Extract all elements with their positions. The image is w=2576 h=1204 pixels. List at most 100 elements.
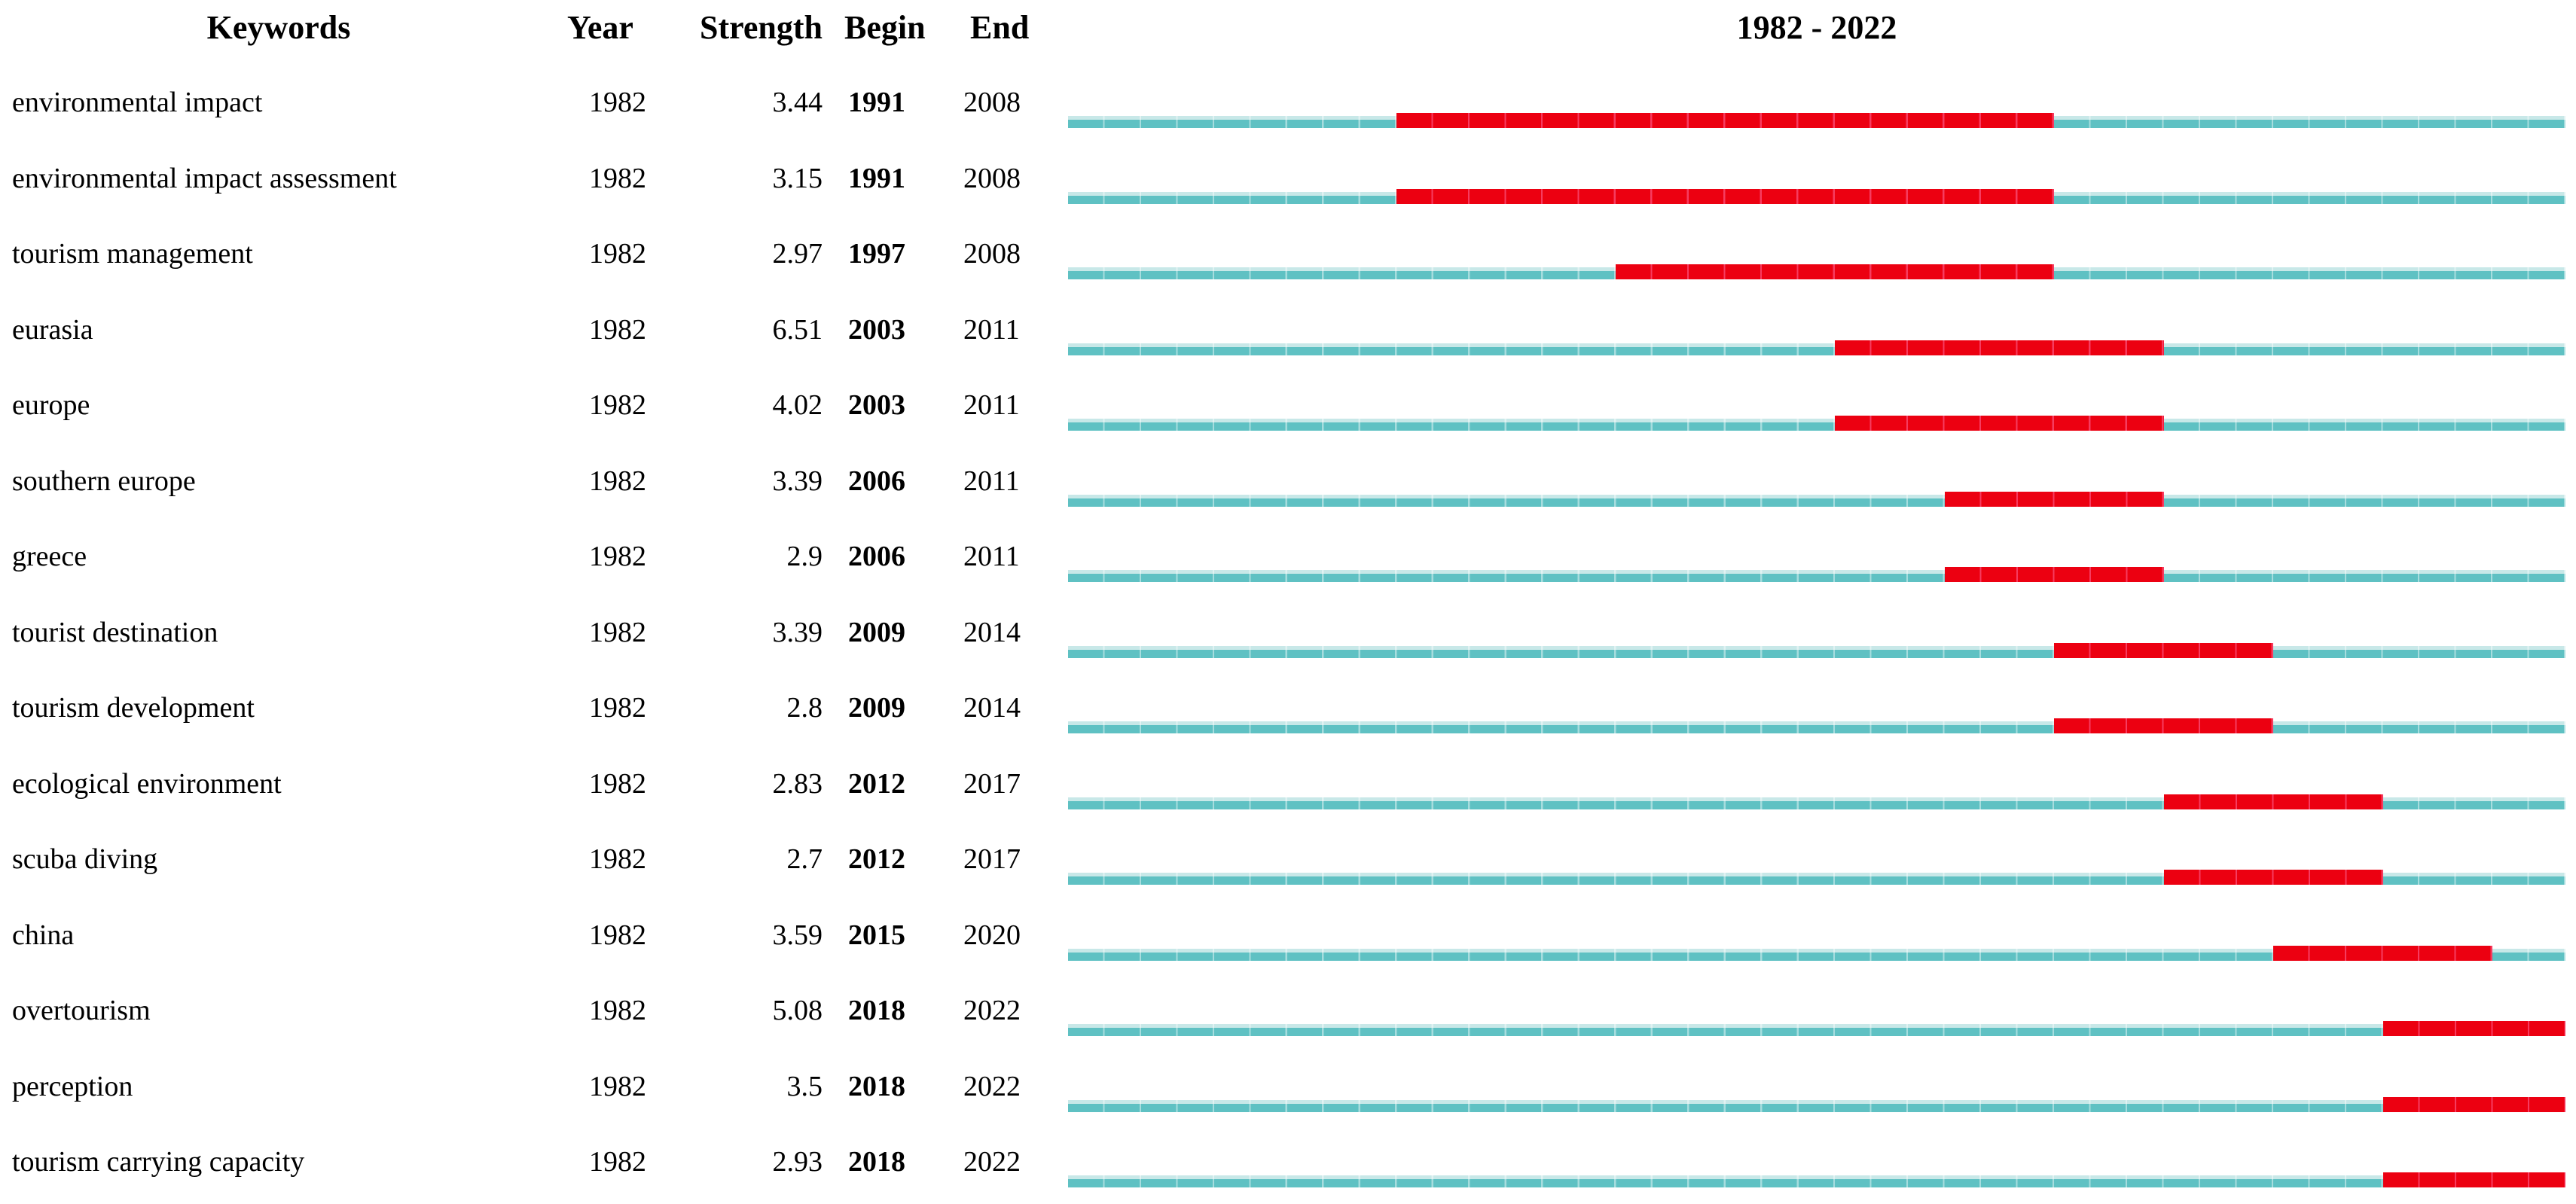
timeline-track: [1068, 870, 2565, 885]
year-value: 1982: [589, 87, 646, 118]
end-value: 2011: [963, 465, 1020, 497]
timeline-baseline: [1068, 494, 2565, 507]
year-value: 1982: [589, 389, 646, 421]
keyword-label: perception: [12, 1070, 133, 1102]
year-value: 1982: [589, 1070, 646, 1102]
timeline-track: [1068, 1096, 2565, 1112]
burst-segment: [2273, 945, 2493, 961]
timeline-track: [1068, 945, 2565, 961]
burst-segment: [2163, 794, 2383, 809]
burst-row: europe 1982 4.02 2003 2011: [0, 367, 2576, 443]
timeline-baseline: [1068, 1024, 2565, 1036]
burst-segment: [2382, 1096, 2565, 1112]
strength-value: 2.9: [786, 541, 823, 572]
end-value: 2017: [963, 843, 1021, 875]
timeline-baseline: [1068, 570, 2565, 582]
column-header-keywords: Keywords: [206, 9, 351, 46]
burst-row: overtourism 1982 5.08 2018 2022: [0, 973, 2576, 1048]
strength-value: 2.93: [772, 1146, 823, 1178]
column-header-end: End: [970, 9, 1030, 46]
keyword-label: environmental impact: [12, 87, 263, 118]
keyword-label: environmental impact assessment: [12, 162, 397, 194]
burst-segment: [2054, 642, 2274, 658]
burst-segment: [1835, 340, 2164, 355]
keyword-label: scuba diving: [12, 843, 158, 875]
timeline-track: [1068, 642, 2565, 658]
year-value: 1982: [589, 919, 646, 951]
timeline-track: [1068, 340, 2565, 355]
begin-value: 1997: [848, 238, 905, 270]
strength-value: 2.97: [772, 238, 823, 270]
year-value: 1982: [589, 995, 646, 1026]
timeline-baseline: [1068, 343, 2565, 355]
end-value: 2008: [963, 162, 1021, 194]
year-value: 1982: [589, 541, 646, 572]
end-value: 2014: [963, 616, 1021, 648]
timeline-baseline: [1068, 1175, 2565, 1187]
burst-row: ecological environment 1982 2.83 2012 2017: [0, 746, 2576, 821]
keyword-label: eurasia: [12, 313, 93, 346]
end-value: 2022: [963, 1070, 1021, 1102]
strength-value: 2.8: [786, 692, 823, 724]
year-value: 1982: [589, 767, 646, 800]
column-header-strength: Strength: [700, 9, 823, 46]
keyword-label: ecological environment: [12, 767, 282, 800]
begin-value: 2018: [848, 995, 905, 1026]
begin-value: 2015: [848, 919, 905, 951]
end-value: 2022: [963, 995, 1021, 1026]
timeline-track: [1068, 188, 2565, 204]
end-value: 2017: [963, 767, 1021, 800]
strength-value: 3.15: [772, 162, 823, 194]
keyword-label: tourism development: [12, 692, 255, 724]
burst-row: tourism development 1982 2.8 2009 2014: [0, 670, 2576, 745]
begin-value: 2009: [848, 692, 905, 724]
timeline-range-header: 1982 - 2022: [1736, 9, 1897, 46]
year-value: 1982: [589, 616, 646, 648]
timeline-baseline: [1068, 721, 2565, 733]
timeline-baseline: [1068, 645, 2565, 658]
strength-value: 4.02: [772, 389, 823, 421]
year-value: 1982: [589, 843, 646, 875]
year-value: 1982: [589, 465, 646, 497]
strength-value: 6.51: [772, 313, 823, 346]
burst-segment: [1616, 264, 2055, 279]
burst-row: china 1982 3.59 2015 2020: [0, 898, 2576, 973]
end-value: 2008: [963, 238, 1021, 270]
year-value: 1982: [589, 238, 646, 270]
strength-value: 2.7: [786, 843, 823, 875]
timeline-track: [1068, 416, 2565, 431]
burst-row: environmental impact assessment 1982 3.15 1…: [0, 141, 2576, 216]
timeline-baseline: [1068, 419, 2565, 431]
begin-value: 2009: [848, 616, 905, 648]
burst-segment: [2382, 1172, 2565, 1187]
timeline-track: [1068, 567, 2565, 582]
timeline-track: [1068, 113, 2565, 128]
timeline-baseline: [1068, 948, 2565, 961]
strength-value: 3.44: [772, 87, 823, 118]
burst-row: eurasia 1982 6.51 2003 2011: [0, 292, 2576, 367]
burst-segment: [2163, 870, 2383, 885]
end-value: 2020: [963, 919, 1021, 951]
end-value: 2008: [963, 87, 1021, 118]
begin-value: 1991: [848, 87, 905, 118]
burst-row: southern europe 1982 3.39 2006 2011: [0, 443, 2576, 519]
burst-row: perception 1982 3.5 2018 2022: [0, 1049, 2576, 1124]
keyword-label: tourist destination: [12, 616, 218, 648]
end-value: 2014: [963, 692, 1021, 724]
year-value: 1982: [589, 162, 646, 194]
burst-row: tourism management 1982 2.97 1997 2008: [0, 216, 2576, 291]
column-header-begin: Begin: [844, 9, 926, 46]
begin-value: 2018: [848, 1070, 905, 1102]
burst-row: environmental impact 1982 3.44 1991 2008: [0, 65, 2576, 140]
keyword-label: tourism carrying capacity: [12, 1146, 305, 1178]
end-value: 2011: [963, 313, 1020, 346]
keyword-label: southern europe: [12, 465, 196, 497]
end-value: 2022: [963, 1146, 1021, 1178]
burst-row: scuba diving 1982 2.7 2012 2017: [0, 821, 2576, 897]
begin-value: 2003: [848, 389, 905, 421]
keyword-label: tourism management: [12, 238, 253, 270]
burst-row: tourism carrying capacity 1982 2.93 2018 202…: [0, 1124, 2576, 1199]
begin-value: 2003: [848, 313, 905, 346]
timeline-track: [1068, 1172, 2565, 1187]
begin-value: 1991: [848, 162, 905, 194]
